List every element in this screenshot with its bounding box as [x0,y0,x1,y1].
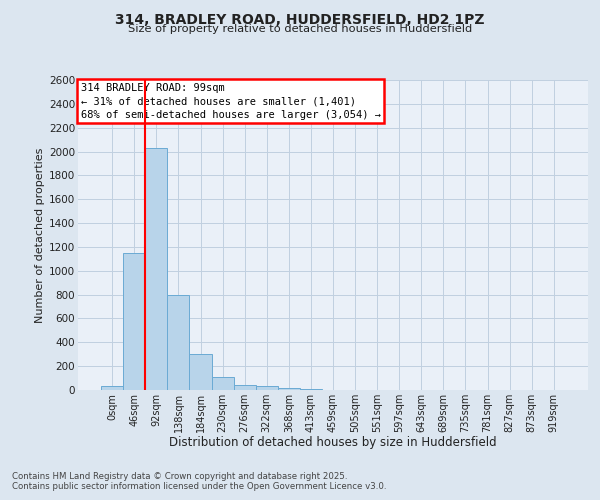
Bar [278,388,300,390]
Bar [300,389,322,390]
Bar [123,253,145,390]
Bar [233,384,256,390]
Y-axis label: Number of detached properties: Number of detached properties [35,148,45,322]
Bar [256,386,278,390]
X-axis label: Distribution of detached houses by size in Huddersfield: Distribution of detached houses by size … [169,436,497,450]
Bar [145,148,167,390]
Text: Contains HM Land Registry data © Crown copyright and database right 2025.: Contains HM Land Registry data © Crown c… [12,472,347,481]
Text: Size of property relative to detached houses in Huddersfield: Size of property relative to detached ho… [128,24,472,34]
Bar [101,386,123,390]
Text: Contains public sector information licensed under the Open Government Licence v3: Contains public sector information licen… [12,482,386,491]
Bar [212,378,233,390]
Bar [167,294,190,390]
Text: 314 BRADLEY ROAD: 99sqm
← 31% of detached houses are smaller (1,401)
68% of semi: 314 BRADLEY ROAD: 99sqm ← 31% of detache… [80,83,380,120]
Bar [190,354,212,390]
Text: 314, BRADLEY ROAD, HUDDERSFIELD, HD2 1PZ: 314, BRADLEY ROAD, HUDDERSFIELD, HD2 1PZ [115,12,485,26]
